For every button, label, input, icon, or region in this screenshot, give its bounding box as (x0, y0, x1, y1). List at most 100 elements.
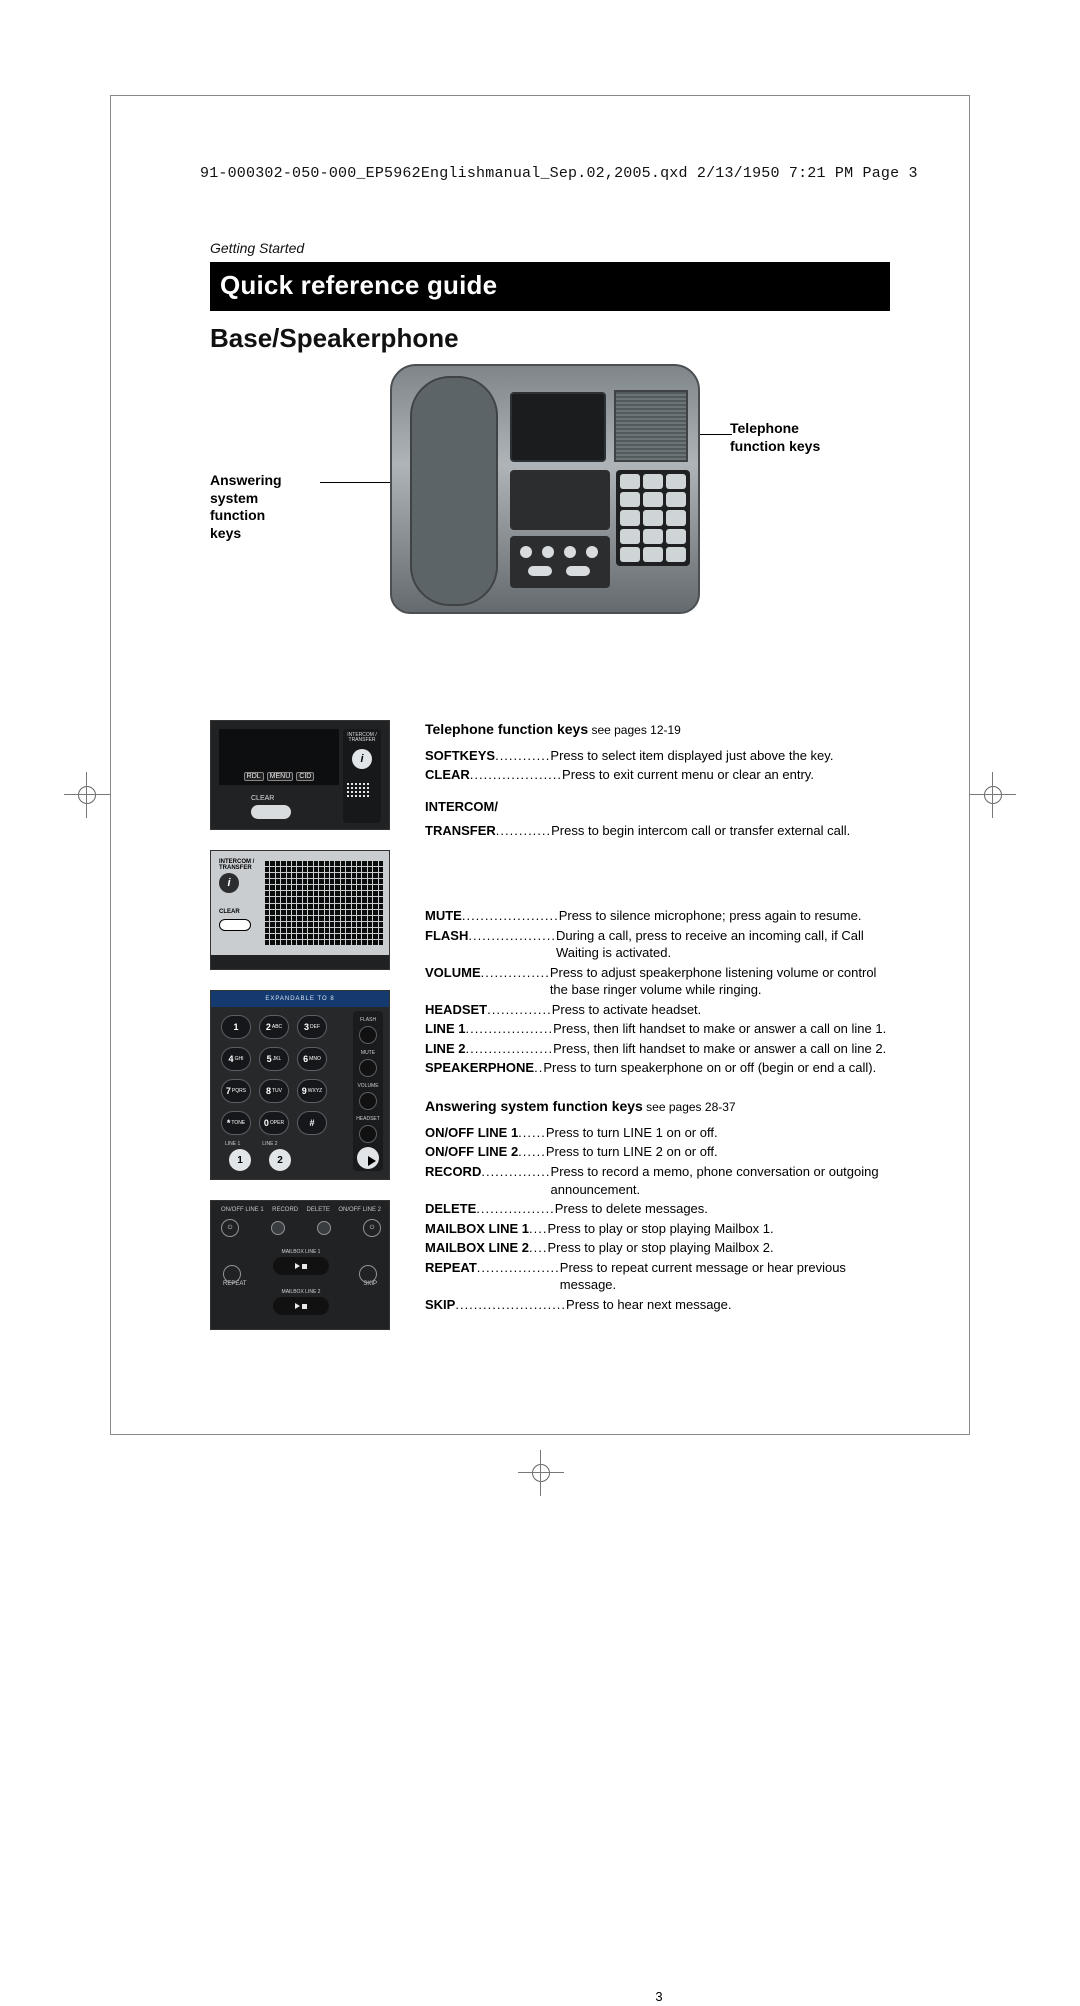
description-text: Press to turn LINE 2 on or off. (546, 1143, 893, 1161)
dot-leader: .... (529, 1239, 547, 1257)
hero-illustration: Answering system function keys Telephone… (210, 364, 890, 624)
description-text: During a call, press to receive an incom… (556, 927, 893, 962)
key-term: SPEAKERPHONE (425, 1059, 534, 1077)
description-text: Press to play or stop playing Mailbox 2. (547, 1239, 893, 1257)
keypad-key: 8TUV (259, 1079, 289, 1103)
side-button (359, 1026, 377, 1044)
side-button (359, 1125, 377, 1143)
label-intercom: INTERCOM /TRANSFER (347, 733, 377, 743)
key-term: SOFTKEYS (425, 747, 495, 765)
description-row: TRANSFER ............Press to begin inte… (425, 822, 893, 840)
callout-answering: Answering system function keys (210, 472, 320, 542)
description-row: LINE 1 ...................Press, then li… (425, 1020, 893, 1038)
dot-leader: .................... (470, 766, 562, 784)
description-row: LINE 2 ...................Press, then li… (425, 1040, 893, 1058)
ans-heading: Answering system function keys see pages… (425, 1097, 893, 1116)
description-text: Press to silence microphone; press again… (559, 907, 893, 925)
keypad-key: 2ABC (259, 1015, 289, 1039)
mailbox1-label: MAILBOX LINE 1 (273, 1249, 329, 1255)
description-text: Press to adjust speakerphone listening v… (550, 964, 893, 999)
description-text: Press to record a memo, phone conversati… (551, 1163, 893, 1198)
key-term: LINE 2 (425, 1040, 465, 1058)
skip-button (359, 1265, 377, 1283)
description-text: Press, then lift handset to make or answ… (553, 1040, 893, 1058)
dot-leader: .................. (477, 1259, 560, 1294)
side-label: VOLUME (353, 1083, 383, 1089)
dot-leader: .... (529, 1220, 547, 1238)
page-number: 3 (425, 1988, 893, 2006)
dot-leader: ................... (465, 1040, 553, 1058)
intercom-side: INTERCOM /TRANSFER i (343, 729, 381, 823)
keypad-key: 6MNO (297, 1047, 327, 1071)
bottom-bar (211, 955, 389, 969)
callout-text: function keys (730, 438, 820, 454)
phone-speaker-grille (614, 390, 688, 462)
description-row: VOLUME ...............Press to adjust sp… (425, 964, 893, 999)
thumb-intercom: INTERCOM /TRANSFER i CLEAR (210, 850, 390, 970)
thumb-answering: ⏻ ⏻ ON/OFF LINE 1RECORDDELETEON/OFF LINE… (210, 1200, 390, 1330)
intercom-subhead: INTERCOM/ (425, 798, 893, 816)
description-row: DELETE .................Press to delete … (425, 1200, 893, 1218)
key-term: VOLUME (425, 964, 481, 999)
repeat-button (223, 1265, 241, 1283)
line2-button: 2 (269, 1149, 291, 1171)
keypad-key: 4GHI (221, 1047, 251, 1071)
description-row: CLEAR....................Press to exit c… (425, 766, 893, 784)
description-text: Press to begin intercom call or transfer… (551, 822, 893, 840)
keypad-key: *TONE (221, 1111, 251, 1135)
description-row: ON/OFF LINE 1 ......Press to turn LINE 1… (425, 1124, 893, 1142)
dot-leader: ........................ (455, 1296, 566, 1314)
key-term: MAILBOX LINE 1 (425, 1220, 529, 1238)
phone-keypad (616, 470, 690, 566)
title-bar: Quick reference guide (210, 262, 890, 311)
description-text: Press, then lift handset to make or answ… (553, 1020, 893, 1038)
key-term: TRANSFER (425, 822, 496, 840)
key-term: CLEAR (425, 766, 470, 784)
key-term: REPEAT (425, 1259, 477, 1294)
description-text: Press to activate headset. (552, 1001, 893, 1019)
callout-telephone: Telephone function keys (730, 420, 880, 455)
leader-line (698, 434, 732, 435)
top-labels: ON/OFF LINE 1RECORDDELETEON/OFF LINE 2 (221, 1207, 381, 1213)
phone-answering-panel (510, 536, 610, 588)
intercom-icon: i (352, 749, 372, 769)
dot-leader: ............... (481, 1163, 550, 1198)
description-text: Press to turn LINE 1 on or off. (546, 1124, 893, 1142)
speaker-icon (368, 1156, 376, 1166)
label-clear: CLEAR (219, 909, 240, 915)
keypad-key: 1 (221, 1015, 251, 1039)
top-row: ⏻ ⏻ (221, 1219, 381, 1237)
phone-illustration (390, 364, 700, 614)
description-row: REPEAT..................Press to repeat … (425, 1259, 893, 1294)
lcd-panel: RDL MENU CID (219, 729, 339, 785)
dot-leader: ...... (518, 1124, 546, 1142)
dot-leader: ............ (496, 822, 551, 840)
dot-leader: ................... (468, 927, 556, 962)
description-row: MAILBOX LINE 1....Press to play or stop … (425, 1220, 893, 1238)
key-term: RECORD (425, 1163, 481, 1198)
key-term: DELETE (425, 1200, 476, 1218)
mailbox1-button (273, 1257, 329, 1275)
line1-button: 1 (229, 1149, 251, 1171)
key-term: ON/OFF LINE 2 (425, 1143, 518, 1161)
registration-mark (980, 782, 1006, 808)
softkey-rdl: RDL (244, 772, 264, 781)
page-content: Getting Started Quick reference guide Ba… (210, 240, 890, 624)
description-row: RECORD ...............Press to record a … (425, 1163, 893, 1198)
description-text: Press to delete messages. (555, 1200, 893, 1218)
clear-button (219, 919, 251, 931)
power-icon: ⏻ (363, 1219, 381, 1237)
power-icon: ⏻ (221, 1219, 239, 1237)
dot-leader: ................. (476, 1200, 554, 1218)
phone-screen (510, 392, 606, 462)
clear-button (251, 805, 291, 819)
description-text: Press to turn speakerphone on or off (be… (543, 1059, 893, 1077)
intercom-icon: i (219, 873, 239, 893)
callout-text: keys (210, 525, 241, 541)
softkey-menu: MENU (267, 772, 294, 781)
description-row: SPEAKERPHONE ..Press to turn speakerphon… (425, 1059, 893, 1077)
key-term: HEADSET (425, 1001, 487, 1019)
keypad-key: 7PQRS (221, 1079, 251, 1103)
key-term: FLASH (425, 927, 468, 962)
dot-leader: ..................... (462, 907, 559, 925)
